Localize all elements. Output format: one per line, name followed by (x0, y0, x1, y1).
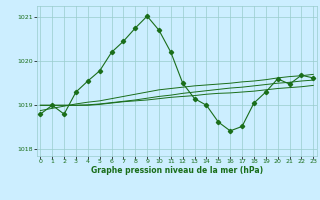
X-axis label: Graphe pression niveau de la mer (hPa): Graphe pression niveau de la mer (hPa) (91, 166, 263, 175)
